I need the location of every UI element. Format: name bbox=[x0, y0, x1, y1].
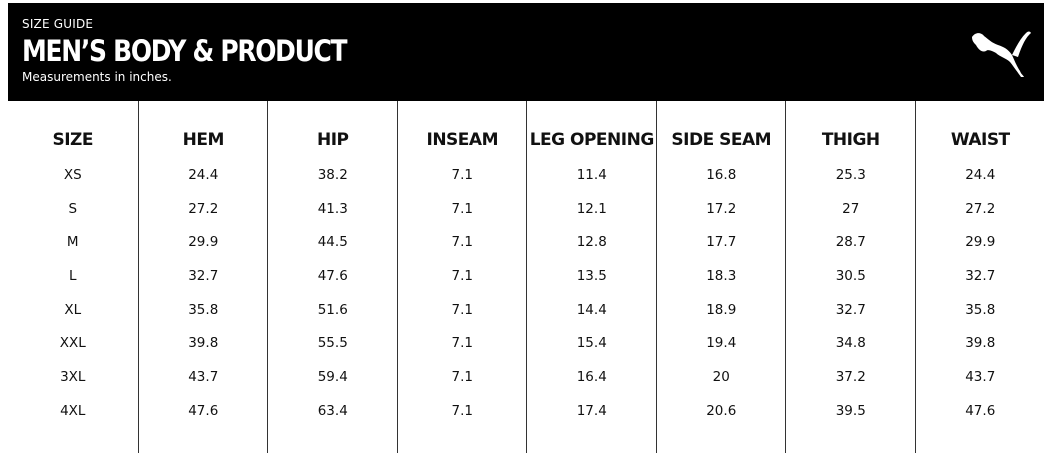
column-leg-opening: LEG OPENING 11.4 12.1 12.8 13.5 14.4 15.4 16.4 1… bbox=[526, 101, 657, 453]
table-cell: 32.7 bbox=[835, 302, 866, 318]
column-waist: WAIST 24.4 27.2 29.9 32.7 35.8 39.8 43.7 47.6 bbox=[914, 101, 1046, 453]
table-cell: 7.1 bbox=[451, 167, 473, 183]
table-cell: 41.3 bbox=[317, 201, 348, 217]
column-header: SIZE bbox=[52, 130, 93, 150]
table-cell: 39.8 bbox=[965, 335, 996, 351]
table-cell: 43.7 bbox=[188, 369, 219, 385]
table-cell: 39.8 bbox=[188, 335, 219, 351]
table-cell: 15.4 bbox=[576, 335, 607, 351]
table-cell: 7.1 bbox=[451, 369, 473, 385]
table-cell: 29.9 bbox=[965, 234, 996, 250]
table-cell: 7.1 bbox=[451, 234, 473, 250]
table-cell: XS bbox=[63, 167, 82, 183]
table-cell: 38.2 bbox=[317, 167, 348, 183]
puma-cat-icon bbox=[972, 31, 1031, 77]
table-cell: 7.1 bbox=[451, 335, 473, 351]
table-cell: 16.8 bbox=[706, 167, 737, 183]
column-header: LEG OPENING bbox=[529, 130, 655, 150]
column-side-seam: SIDE SEAM 16.8 17.2 17.7 18.3 18.9 19.4 20 20.6 bbox=[655, 101, 787, 453]
table-cell: 19.4 bbox=[706, 335, 737, 351]
table-cell: 4XL bbox=[60, 403, 86, 419]
table-cell: 35.8 bbox=[188, 302, 219, 318]
table-cell: S bbox=[68, 201, 78, 217]
table-cell: 63.4 bbox=[317, 403, 348, 419]
table-cell: 13.5 bbox=[576, 268, 607, 284]
table-cell: 12.8 bbox=[576, 234, 607, 250]
subtitle: Measurements in inches. bbox=[22, 70, 172, 84]
page-title: MEN’S BODY & PRODUCT bbox=[22, 34, 348, 68]
table-cell: 28.7 bbox=[835, 234, 866, 250]
table-cell: 16.4 bbox=[576, 369, 607, 385]
column-header: HIP bbox=[316, 130, 349, 150]
table-cell: 55.5 bbox=[317, 335, 348, 351]
table-cell: 3XL bbox=[60, 369, 86, 385]
table-cell: 20 bbox=[712, 369, 730, 385]
table-cell: 29.9 bbox=[188, 234, 219, 250]
table-cell: 43.7 bbox=[965, 369, 996, 385]
table-cell: 14.4 bbox=[576, 302, 607, 318]
table-cell: 44.5 bbox=[317, 234, 348, 250]
column-header: HEM bbox=[182, 130, 225, 150]
table-cell: 18.3 bbox=[706, 268, 737, 284]
table-cell: 7.1 bbox=[451, 268, 473, 284]
table-cell: 47.6 bbox=[317, 268, 348, 284]
table-cell: M bbox=[66, 234, 79, 250]
table-cell: 32.7 bbox=[965, 268, 996, 284]
column-thigh: THIGH 25.3 27 28.7 30.5 32.7 34.8 37.2 39.5 bbox=[785, 101, 916, 453]
table-cell: 24.4 bbox=[188, 167, 219, 183]
table-cell: 47.6 bbox=[188, 403, 219, 419]
table-cell: 35.8 bbox=[965, 302, 996, 318]
table-cell: 7.1 bbox=[451, 201, 473, 217]
table-cell: 12.1 bbox=[576, 201, 607, 217]
column-hem: HEM 24.4 27.2 29.9 32.7 35.8 39.8 43.7 47.6 bbox=[137, 101, 269, 453]
column-header: THIGH bbox=[821, 130, 880, 150]
size-table: SIZE XS S M L XL XXL 3XL 4XL HEM 24.4 27.2 29.9 32.7 3… bbox=[8, 101, 1044, 453]
table-cell: 20.6 bbox=[706, 403, 737, 419]
table-cell: 34.8 bbox=[835, 335, 866, 351]
table-cell: 24.4 bbox=[965, 167, 996, 183]
table-cell: 17.4 bbox=[576, 403, 607, 419]
table-cell: 7.1 bbox=[451, 403, 473, 419]
table-cell: 47.6 bbox=[965, 403, 996, 419]
table-cell: 51.6 bbox=[317, 302, 348, 318]
table-cell: XXL bbox=[59, 335, 86, 351]
column-header: SIDE SEAM bbox=[671, 130, 772, 150]
table-cell: 39.5 bbox=[835, 403, 866, 419]
table-cell: 18.9 bbox=[706, 302, 737, 318]
column-size: SIZE XS S M L XL XXL 3XL 4XL bbox=[8, 101, 138, 453]
column-hip: HIP 38.2 41.3 44.5 47.6 51.6 55.5 59.4 63.4 bbox=[267, 101, 398, 453]
header-banner: SIZE GUIDE MEN’S BODY & PRODUCT Measurem… bbox=[8, 3, 1044, 101]
column-header: INSEAM bbox=[426, 130, 499, 150]
table-cell: XL bbox=[64, 302, 82, 318]
table-cell: 27.2 bbox=[188, 201, 219, 217]
table-cell: 27.2 bbox=[965, 201, 996, 217]
table-cell: 59.4 bbox=[317, 369, 348, 385]
table-cell: 30.5 bbox=[835, 268, 866, 284]
column-inseam: INSEAM 7.1 7.1 7.1 7.1 7.1 7.1 7.1 7.1 bbox=[396, 101, 528, 453]
table-cell: L bbox=[68, 268, 77, 284]
table-cell: 7.1 bbox=[451, 302, 473, 318]
table-cell: 25.3 bbox=[835, 167, 866, 183]
table-cell: 27 bbox=[842, 201, 860, 217]
table-cell: 11.4 bbox=[576, 167, 607, 183]
table-cell: 17.2 bbox=[706, 201, 737, 217]
table-cell: 32.7 bbox=[188, 268, 219, 284]
column-header: WAIST bbox=[950, 130, 1010, 150]
table-cell: 17.7 bbox=[706, 234, 737, 250]
table-cell: 37.2 bbox=[835, 369, 866, 385]
kicker: SIZE GUIDE bbox=[22, 17, 94, 31]
